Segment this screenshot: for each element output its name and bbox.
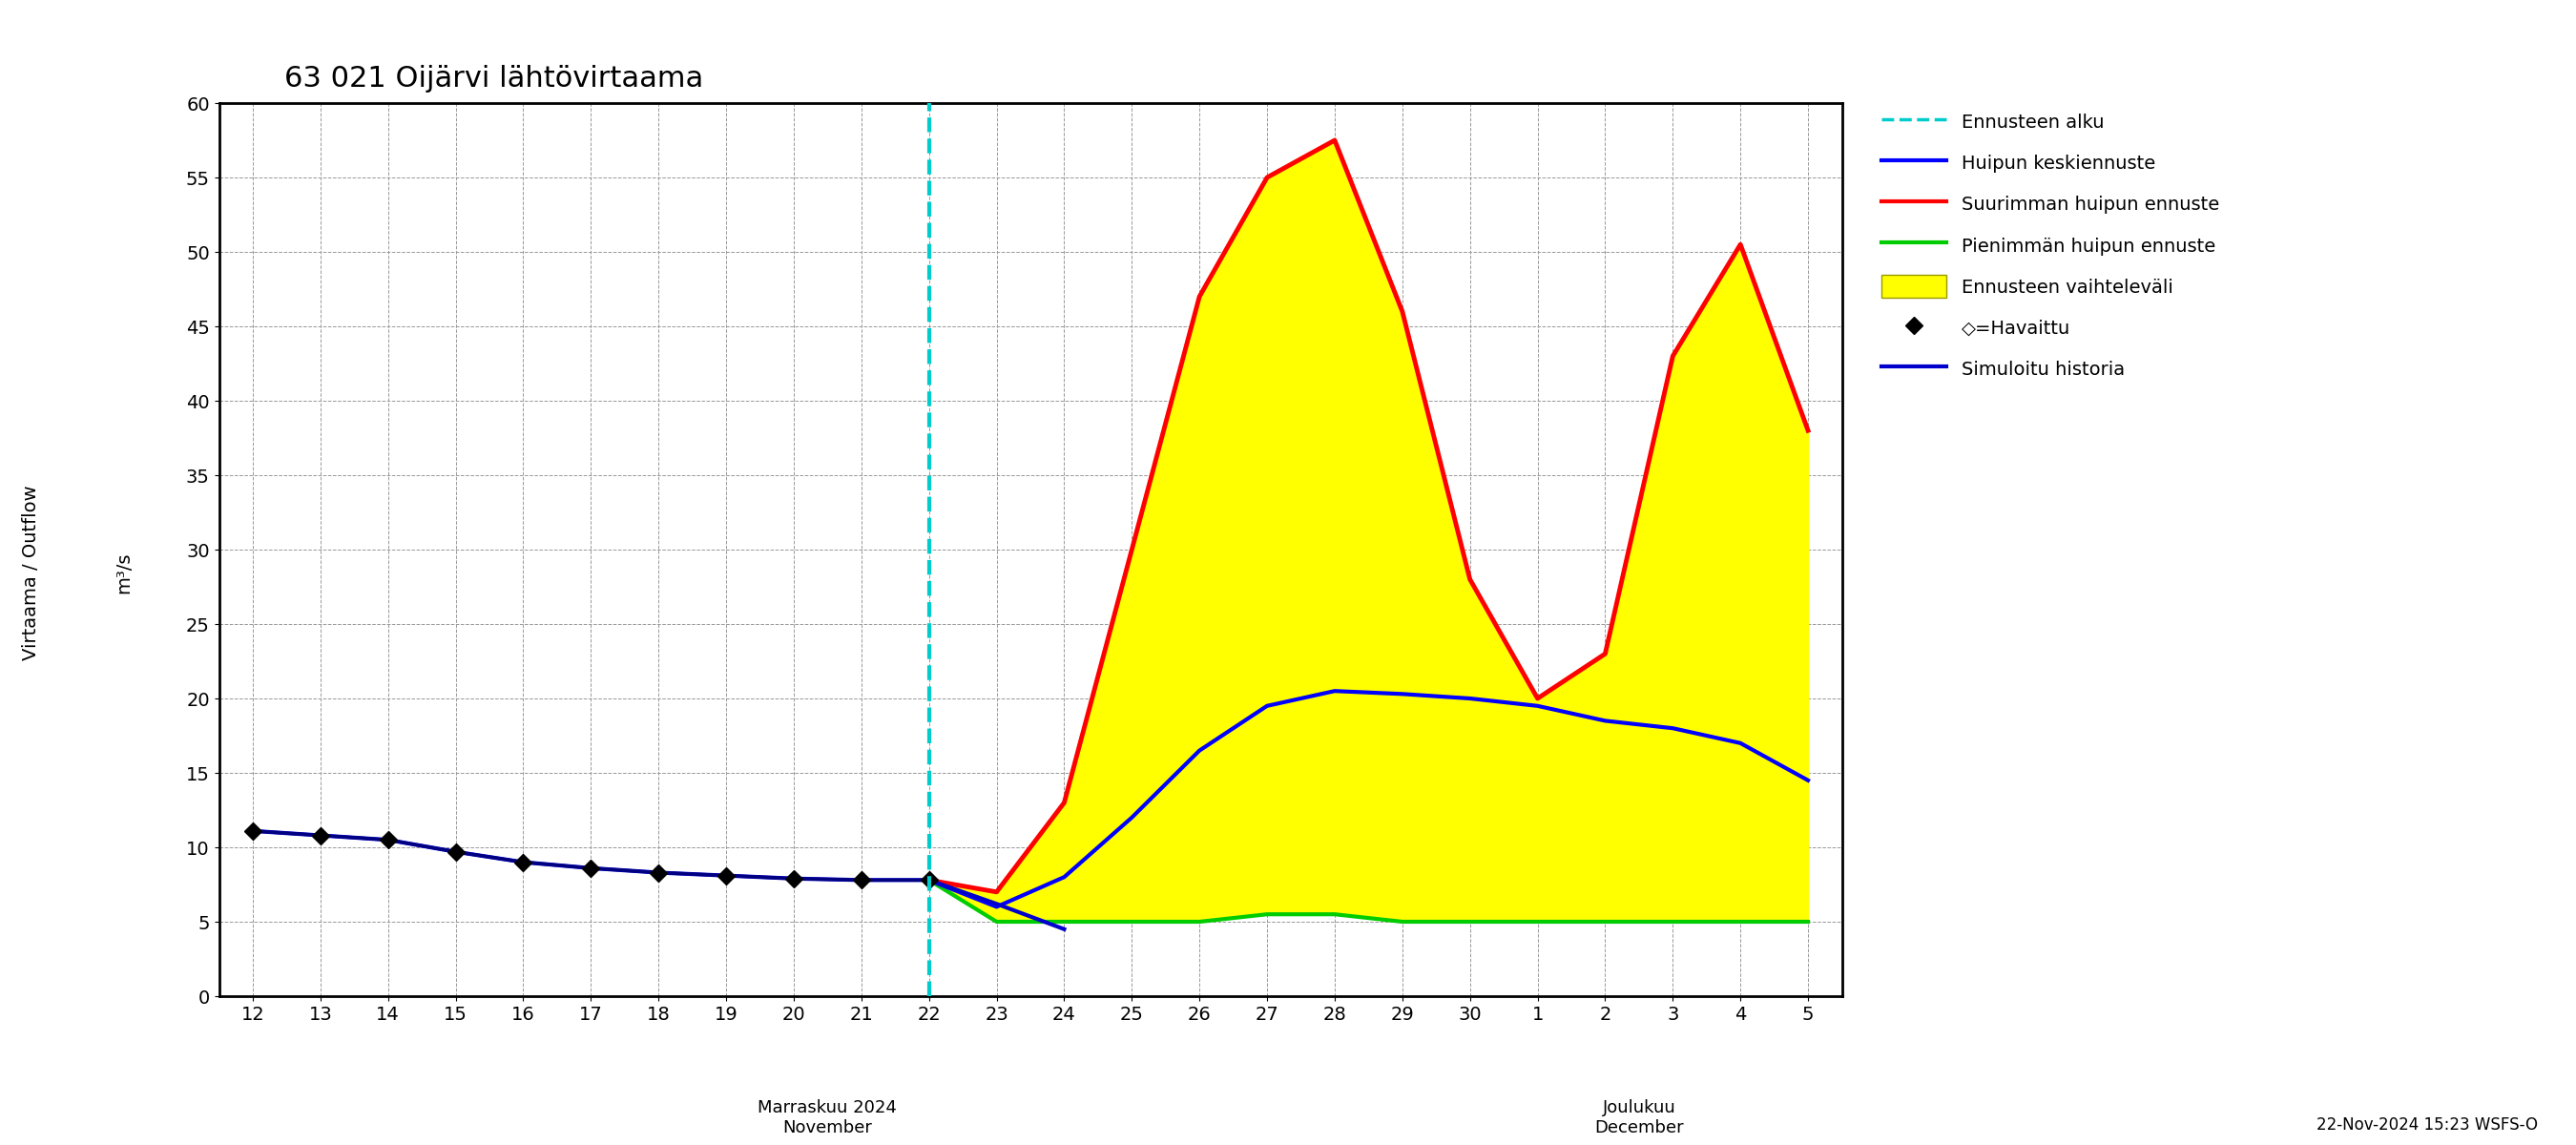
Text: m³/s: m³/s (113, 552, 134, 593)
Text: Marraskuu 2024
November: Marraskuu 2024 November (757, 1099, 896, 1136)
Text: 22-Nov-2024 15:23 WSFS-O: 22-Nov-2024 15:23 WSFS-O (2316, 1116, 2537, 1134)
Text: 63 021 Oijärvi lähtövirtaama: 63 021 Oijärvi lähtövirtaama (283, 65, 703, 93)
Text: Virtaama / Outflow: Virtaama / Outflow (21, 484, 41, 661)
Text: Joulukuu
December: Joulukuu December (1595, 1099, 1685, 1136)
Legend: Ennusteen alku, Huipun keskiennuste, Suurimman huipun ennuste, Pienimmän huipun : Ennusteen alku, Huipun keskiennuste, Suu… (1875, 103, 2226, 388)
